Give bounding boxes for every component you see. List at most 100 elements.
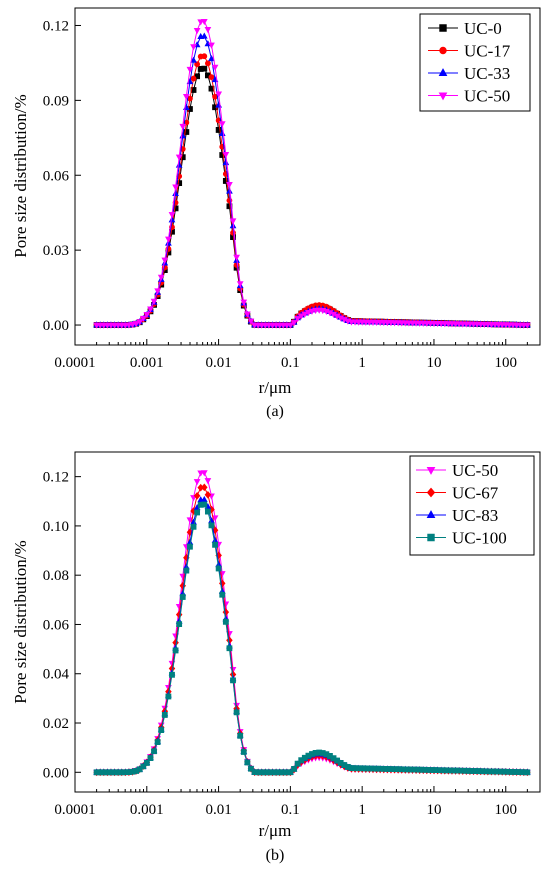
data-point bbox=[208, 55, 215, 62]
data-point bbox=[244, 759, 251, 766]
y-tick-label: 0.06 bbox=[43, 617, 70, 633]
legend-label: UC-0 bbox=[464, 19, 502, 38]
data-point bbox=[291, 766, 297, 772]
data-point bbox=[240, 749, 247, 755]
data-point bbox=[139, 315, 147, 323]
y-tick-label: 0.10 bbox=[43, 519, 69, 535]
data-point bbox=[175, 154, 183, 161]
data-point bbox=[161, 712, 168, 718]
legend-item: UC-50 bbox=[428, 87, 510, 106]
data-point bbox=[193, 479, 201, 486]
x-axis-label-b: r/μm bbox=[259, 821, 292, 840]
data-point bbox=[208, 522, 215, 529]
y-axis-b: 0.00 0.02 0.04 0.06 0.08 0.10 0.12 bbox=[43, 470, 81, 781]
legend-swatch-marker bbox=[426, 466, 436, 475]
legend-swatch-marker bbox=[439, 24, 447, 32]
legend-swatch-marker bbox=[438, 68, 448, 77]
data-point bbox=[168, 216, 176, 223]
data-point bbox=[201, 483, 208, 492]
chart-panel-a: 0.00 0.03 0.06 0.09 0.12 0.0001 0.001 0.01 0.1 1… bbox=[11, 7, 541, 420]
data-point bbox=[157, 274, 165, 281]
data-point bbox=[161, 257, 169, 264]
data-point bbox=[524, 769, 531, 776]
x-axis-a: 0.0001 0.001 0.01 0.1 1 10 100 bbox=[54, 339, 528, 371]
data-point bbox=[290, 320, 298, 327]
series-UC-100 bbox=[93, 501, 531, 776]
data-point bbox=[308, 308, 316, 315]
x-tick-label: 1 bbox=[358, 802, 366, 818]
data-point bbox=[193, 28, 201, 35]
data-point bbox=[211, 64, 219, 71]
legend-swatch-marker bbox=[439, 46, 447, 55]
data-point bbox=[168, 212, 176, 219]
legend-label: UC-50 bbox=[452, 461, 498, 480]
x-tick-label: 10 bbox=[426, 802, 441, 818]
data-point bbox=[204, 26, 212, 34]
legend-item: UC-83 bbox=[416, 506, 498, 525]
data-point bbox=[165, 236, 172, 243]
data-point bbox=[204, 490, 212, 499]
legend-box-a bbox=[419, 13, 531, 112]
data-point bbox=[204, 60, 211, 67]
data-point bbox=[154, 739, 161, 745]
x-tick-label: 10 bbox=[426, 355, 441, 371]
x-tick-label: 0.01 bbox=[205, 802, 231, 818]
data-point bbox=[200, 32, 208, 39]
data-point bbox=[294, 316, 301, 323]
data-point bbox=[190, 523, 197, 530]
x-axis-label-a: r/μm bbox=[259, 378, 292, 397]
legend-item: UC-50 bbox=[416, 461, 498, 480]
data-point bbox=[150, 298, 158, 305]
legend-label: UC-83 bbox=[452, 506, 498, 525]
data-point bbox=[240, 299, 248, 306]
legend-item: UC-17 bbox=[428, 42, 511, 61]
y-tick-label: 0.02 bbox=[43, 716, 69, 732]
data-point bbox=[208, 42, 215, 49]
data-point bbox=[169, 671, 175, 678]
legend-a: UC-0 UC-17 UC-33 UC-50 bbox=[419, 13, 531, 112]
y-tick-label: 0.00 bbox=[43, 318, 69, 334]
data-point bbox=[172, 184, 179, 191]
data-point bbox=[154, 288, 162, 295]
y-axis-label-b: Pore size distribution/% bbox=[11, 540, 30, 703]
data-point bbox=[222, 618, 229, 625]
data-point bbox=[212, 541, 218, 548]
y-tick-label: 0.12 bbox=[43, 18, 69, 34]
data-point bbox=[297, 313, 305, 320]
data-point bbox=[301, 311, 309, 318]
data-point bbox=[215, 91, 223, 98]
panel-label-b: (b) bbox=[266, 847, 285, 864]
data-point bbox=[215, 565, 222, 572]
data-point bbox=[190, 75, 197, 82]
data-point bbox=[186, 517, 194, 524]
data-point bbox=[204, 478, 212, 485]
data-point bbox=[211, 515, 219, 522]
data-point bbox=[190, 56, 197, 63]
legend-item: UC-100 bbox=[416, 529, 507, 548]
data-point bbox=[247, 318, 255, 325]
legend-swatch-marker bbox=[427, 533, 435, 542]
data-point bbox=[237, 732, 244, 739]
data-point bbox=[219, 591, 226, 598]
x-tick-label: 1 bbox=[358, 355, 366, 371]
legend-label: UC-33 bbox=[464, 64, 510, 83]
plot-frame-a bbox=[74, 7, 541, 346]
legend-swatch-marker bbox=[426, 510, 436, 519]
x-axis-b: 0.0001 0.001 0.01 0.1 1 10 100 bbox=[54, 786, 528, 818]
legend-item: UC-0 bbox=[428, 19, 502, 38]
x-tick-label: 0.001 bbox=[130, 802, 164, 818]
data-point bbox=[244, 311, 251, 318]
x-tick-label: 100 bbox=[494, 802, 517, 818]
data-point bbox=[194, 509, 201, 516]
y-tick-label: 0.12 bbox=[43, 470, 69, 486]
plot-frame-b bbox=[74, 451, 541, 793]
data-point bbox=[183, 567, 190, 574]
legend-item: UC-33 bbox=[428, 64, 510, 83]
x-tick-label: 0.001 bbox=[130, 355, 164, 371]
x-tick-label: 100 bbox=[494, 355, 517, 371]
data-point bbox=[208, 74, 215, 80]
legend-swatch-marker bbox=[426, 487, 436, 498]
y-tick-label: 0.04 bbox=[43, 667, 70, 683]
data-point bbox=[226, 181, 233, 189]
